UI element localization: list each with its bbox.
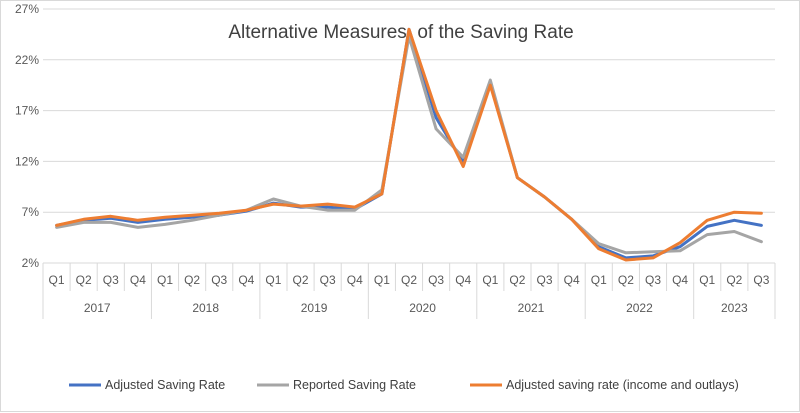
year-label: 2020: [409, 301, 436, 315]
x-tick-label: Q3: [320, 273, 336, 287]
x-tick-label: Q2: [401, 273, 417, 287]
x-tick-label: Q3: [428, 273, 444, 287]
series-lines: [55, 27, 763, 262]
x-tick-label: Q1: [157, 273, 173, 287]
y-tick-label: 7%: [22, 205, 40, 219]
y-tick-label: 2%: [22, 256, 40, 270]
x-tick-label: Q3: [753, 273, 769, 287]
chart-title: Alternative Measures of the Saving Rate: [228, 22, 573, 43]
y-tick-label: 22%: [15, 53, 39, 67]
year-label: 2017: [84, 301, 111, 315]
x-tick-label: Q4: [564, 273, 580, 287]
x-tick-label: Q2: [184, 273, 200, 287]
x-tick-label: Q3: [103, 273, 119, 287]
x-axis: 2017 2018 2019 2020 2021 2022 2023 Q1 Q2 Q3 Q4 Q1 Q2…: [42, 263, 776, 319]
x-tick-label: Q3: [645, 273, 661, 287]
x-tick-label: Q4: [347, 273, 363, 287]
year-label: 2023: [721, 301, 748, 315]
year-label: 2022: [626, 301, 653, 315]
legend-label: Adjusted saving rate (income and outlays…: [506, 378, 739, 392]
x-tick-label: Q4: [455, 273, 471, 287]
x-tick-label: Q3: [537, 273, 553, 287]
x-tick-label: Q1: [591, 273, 607, 287]
legend: Adjusted Saving Rate Reported Saving Rate…: [69, 378, 739, 392]
x-tick-label: Q2: [509, 273, 525, 287]
y-tick-label: 27%: [15, 2, 39, 16]
x-tick-label: Q2: [293, 273, 309, 287]
x-tick-label: Q4: [238, 273, 254, 287]
y-tick-label: 12%: [15, 154, 39, 168]
x-tick-label: Q1: [265, 273, 281, 287]
series-line-3: [55, 27, 763, 262]
x-tick-label: Q4: [130, 273, 146, 287]
y-tick-label: 17%: [15, 104, 39, 118]
x-tick-label: Q4: [672, 273, 688, 287]
legend-label: Reported Saving Rate: [293, 378, 416, 392]
x-tick-label: Q2: [726, 273, 742, 287]
x-tick-label: Q1: [49, 273, 65, 287]
x-tick-label: Q3: [211, 273, 227, 287]
year-label: 2019: [301, 301, 328, 315]
x-tick-label: Q2: [76, 273, 92, 287]
x-tick-label: Q1: [482, 273, 498, 287]
x-tick-label: Q1: [374, 273, 390, 287]
x-tick-label: Q2: [618, 273, 634, 287]
year-label: 2021: [518, 301, 545, 315]
gridlines: [43, 8, 775, 264]
y-axis: 2% 7% 12% 17% 22% 27%: [15, 2, 39, 270]
x-tick-label: Q1: [699, 273, 715, 287]
year-label: 2018: [192, 301, 219, 315]
legend-label: Adjusted Saving Rate: [105, 378, 225, 392]
